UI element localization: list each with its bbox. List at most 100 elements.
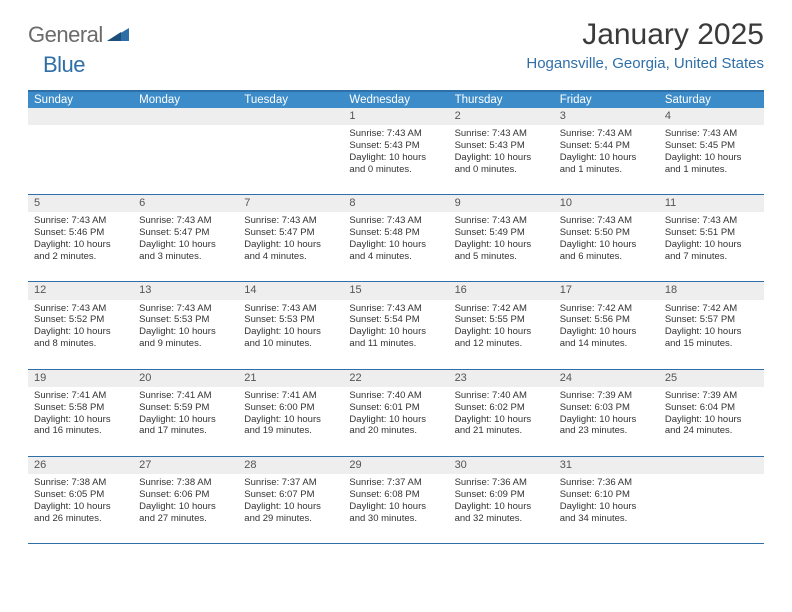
day-body: Sunrise: 7:42 AMSunset: 5:57 PMDaylight:… (659, 300, 764, 369)
daylight-line2: and 0 minutes. (349, 164, 442, 176)
day-body: Sunrise: 7:43 AMSunset: 5:49 PMDaylight:… (449, 212, 554, 281)
daylight-line2: and 12 minutes. (455, 338, 548, 350)
daylight-line2: and 11 minutes. (349, 338, 442, 350)
daylight-line1: Daylight: 10 hours (244, 239, 337, 251)
day-body: Sunrise: 7:43 AMSunset: 5:51 PMDaylight:… (659, 212, 764, 281)
daylight-line1: Daylight: 10 hours (455, 501, 548, 513)
sunrise-line: Sunrise: 7:40 AM (349, 390, 442, 402)
sunset-line: Sunset: 6:02 PM (455, 402, 548, 414)
daylight-line2: and 0 minutes. (455, 164, 548, 176)
sunrise-line: Sunrise: 7:38 AM (139, 477, 232, 489)
day-number: 8 (343, 195, 448, 212)
sunrise-line: Sunrise: 7:39 AM (560, 390, 653, 402)
day-number: 18 (659, 282, 764, 299)
sunset-line: Sunset: 5:48 PM (349, 227, 442, 239)
daylight-line1: Daylight: 10 hours (560, 239, 653, 251)
sunrise-line: Sunrise: 7:43 AM (665, 128, 758, 140)
sunrise-line: Sunrise: 7:36 AM (455, 477, 548, 489)
sunset-line: Sunset: 6:04 PM (665, 402, 758, 414)
sunset-line: Sunset: 5:44 PM (560, 140, 653, 152)
sunset-line: Sunset: 5:51 PM (665, 227, 758, 239)
daylight-line2: and 1 minutes. (665, 164, 758, 176)
day-cell: 2Sunrise: 7:43 AMSunset: 5:43 PMDaylight… (449, 108, 554, 194)
daylight-line2: and 6 minutes. (560, 251, 653, 263)
sunset-line: Sunset: 5:50 PM (560, 227, 653, 239)
sunrise-line: Sunrise: 7:43 AM (244, 215, 337, 227)
sunrise-line: Sunrise: 7:43 AM (349, 128, 442, 140)
day-cell: 14Sunrise: 7:43 AMSunset: 5:53 PMDayligh… (238, 282, 343, 368)
sunset-line: Sunset: 5:56 PM (560, 314, 653, 326)
sunrise-line: Sunrise: 7:41 AM (34, 390, 127, 402)
sunset-line: Sunset: 6:03 PM (560, 402, 653, 414)
daylight-line2: and 24 minutes. (665, 425, 758, 437)
daylight-line1: Daylight: 10 hours (665, 414, 758, 426)
day-number: 6 (133, 195, 238, 212)
sunrise-line: Sunrise: 7:43 AM (455, 128, 548, 140)
daylight-line2: and 4 minutes. (349, 251, 442, 263)
daylight-line2: and 29 minutes. (244, 513, 337, 525)
sunset-line: Sunset: 5:43 PM (455, 140, 548, 152)
sunset-line: Sunset: 6:07 PM (244, 489, 337, 501)
day-number: 31 (554, 457, 659, 474)
sunrise-line: Sunrise: 7:43 AM (139, 303, 232, 315)
sunrise-line: Sunrise: 7:41 AM (244, 390, 337, 402)
daylight-line1: Daylight: 10 hours (139, 414, 232, 426)
week-row: 1Sunrise: 7:43 AMSunset: 5:43 PMDaylight… (28, 108, 764, 195)
daylight-line2: and 32 minutes. (455, 513, 548, 525)
sunset-line: Sunset: 6:05 PM (34, 489, 127, 501)
daylight-line1: Daylight: 10 hours (560, 501, 653, 513)
sunset-line: Sunset: 6:09 PM (455, 489, 548, 501)
day-body (238, 125, 343, 194)
day-cell: 25Sunrise: 7:39 AMSunset: 6:04 PMDayligh… (659, 370, 764, 456)
logo-triangle-icon (107, 25, 129, 46)
sunset-line: Sunset: 6:10 PM (560, 489, 653, 501)
day-cell: 27Sunrise: 7:38 AMSunset: 6:06 PMDayligh… (133, 457, 238, 543)
sunset-line: Sunset: 5:49 PM (455, 227, 548, 239)
day-number: 26 (28, 457, 133, 474)
daylight-line1: Daylight: 10 hours (560, 414, 653, 426)
week-row: 26Sunrise: 7:38 AMSunset: 6:05 PMDayligh… (28, 457, 764, 544)
sunrise-line: Sunrise: 7:43 AM (665, 215, 758, 227)
daylight-line2: and 17 minutes. (139, 425, 232, 437)
daylight-line1: Daylight: 10 hours (34, 414, 127, 426)
daylight-line1: Daylight: 10 hours (34, 239, 127, 251)
sunrise-line: Sunrise: 7:43 AM (244, 303, 337, 315)
weekday-label: Wednesday (343, 92, 448, 108)
daylight-line2: and 16 minutes. (34, 425, 127, 437)
sunset-line: Sunset: 5:58 PM (34, 402, 127, 414)
sunset-line: Sunset: 5:53 PM (139, 314, 232, 326)
weeks-container: 1Sunrise: 7:43 AMSunset: 5:43 PMDaylight… (28, 108, 764, 544)
daylight-line1: Daylight: 10 hours (665, 326, 758, 338)
day-number: 24 (554, 370, 659, 387)
day-body: Sunrise: 7:37 AMSunset: 6:08 PMDaylight:… (343, 474, 448, 543)
day-number: 25 (659, 370, 764, 387)
day-number: 17 (554, 282, 659, 299)
day-body: Sunrise: 7:38 AMSunset: 6:05 PMDaylight:… (28, 474, 133, 543)
sunset-line: Sunset: 6:08 PM (349, 489, 442, 501)
day-cell: 5Sunrise: 7:43 AMSunset: 5:46 PMDaylight… (28, 195, 133, 281)
weekday-header: SundayMondayTuesdayWednesdayThursdayFrid… (28, 92, 764, 108)
weekday-label: Sunday (28, 92, 133, 108)
weekday-label: Tuesday (238, 92, 343, 108)
sunrise-line: Sunrise: 7:37 AM (349, 477, 442, 489)
day-number: 16 (449, 282, 554, 299)
daylight-line2: and 15 minutes. (665, 338, 758, 350)
sunrise-line: Sunrise: 7:40 AM (455, 390, 548, 402)
sunset-line: Sunset: 5:45 PM (665, 140, 758, 152)
daylight-line1: Daylight: 10 hours (244, 326, 337, 338)
daylight-line1: Daylight: 10 hours (244, 414, 337, 426)
day-body: Sunrise: 7:36 AMSunset: 6:10 PMDaylight:… (554, 474, 659, 543)
logo-word2: Blue (28, 52, 85, 77)
day-cell (28, 108, 133, 194)
day-body: Sunrise: 7:43 AMSunset: 5:46 PMDaylight:… (28, 212, 133, 281)
day-body: Sunrise: 7:42 AMSunset: 5:56 PMDaylight:… (554, 300, 659, 369)
daylight-line1: Daylight: 10 hours (455, 152, 548, 164)
day-body: Sunrise: 7:43 AMSunset: 5:45 PMDaylight:… (659, 125, 764, 194)
day-cell: 9Sunrise: 7:43 AMSunset: 5:49 PMDaylight… (449, 195, 554, 281)
daylight-line1: Daylight: 10 hours (139, 326, 232, 338)
daylight-line1: Daylight: 10 hours (349, 152, 442, 164)
sunset-line: Sunset: 5:59 PM (139, 402, 232, 414)
day-body: Sunrise: 7:41 AMSunset: 5:59 PMDaylight:… (133, 387, 238, 456)
day-body: Sunrise: 7:40 AMSunset: 6:02 PMDaylight:… (449, 387, 554, 456)
daylight-line1: Daylight: 10 hours (244, 501, 337, 513)
